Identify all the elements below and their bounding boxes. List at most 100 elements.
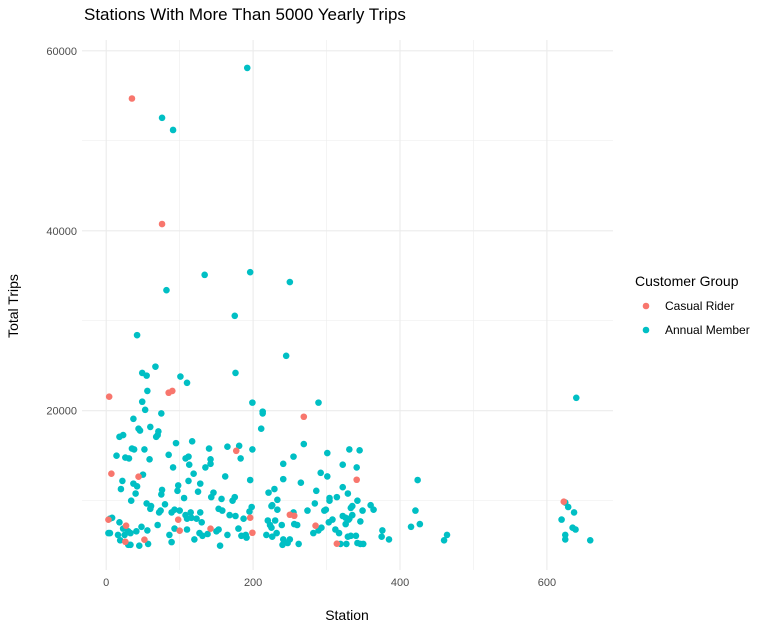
point-annual-member: [246, 268, 254, 276]
legend-key-annual-member: [642, 326, 650, 334]
point-annual-member: [343, 540, 350, 548]
point-annual-member: [155, 509, 163, 516]
point-annual-member: [117, 485, 125, 493]
point-annual-member: [440, 537, 448, 544]
point-annual-member: [232, 369, 239, 377]
point-annual-member: [271, 517, 279, 524]
point-annual-member: [339, 461, 347, 469]
point-casual-rider: [560, 498, 568, 506]
point-annual-member: [324, 473, 331, 480]
point-annual-member: [174, 487, 181, 495]
point-annual-member: [185, 477, 192, 485]
point-annual-member: [218, 507, 226, 514]
gridlines: [82, 40, 613, 570]
point-casual-rider: [246, 514, 254, 522]
point-annual-member: [177, 373, 184, 380]
point-annual-member: [558, 516, 565, 523]
data-points: [105, 64, 594, 550]
point-annual-member: [315, 399, 322, 406]
point-annual-member: [443, 531, 451, 539]
point-annual-member: [116, 537, 124, 544]
point-annual-member: [317, 469, 324, 477]
point-annual-member: [279, 460, 287, 468]
point-annual-member: [221, 473, 229, 480]
point-casual-rider: [128, 95, 136, 102]
point-annual-member: [199, 532, 206, 540]
point-annual-member: [278, 521, 286, 529]
point-annual-member: [166, 531, 173, 539]
point-casual-rider: [105, 393, 113, 400]
point-annual-member: [185, 461, 193, 469]
x-tick-label: 400: [391, 577, 409, 589]
point-annual-member: [163, 286, 170, 294]
point-annual-member: [198, 519, 206, 526]
y-tick-label: 40000: [46, 226, 77, 238]
point-casual-rider: [135, 473, 142, 480]
point-casual-rider: [312, 522, 319, 530]
point-annual-member: [407, 523, 415, 531]
point-annual-member: [144, 387, 151, 395]
point-annual-member: [204, 530, 211, 538]
point-annual-member: [263, 531, 270, 539]
chart-title: Stations With More Than 5000 Yearly Trip…: [84, 5, 406, 24]
point-annual-member: [243, 64, 251, 72]
point-annual-member: [133, 528, 140, 535]
point-annual-member: [187, 509, 194, 516]
point-casual-rider: [122, 538, 129, 546]
point-annual-member: [279, 541, 286, 549]
point-annual-member: [194, 488, 202, 496]
point-annual-member: [180, 494, 188, 502]
point-annual-member: [237, 455, 244, 462]
point-casual-rider: [333, 540, 341, 548]
point-annual-member: [357, 518, 364, 525]
legend-label-casual-rider: Casual Rider: [665, 299, 734, 313]
point-annual-member: [347, 504, 355, 512]
point-annual-member: [218, 495, 225, 503]
point-casual-rider: [249, 529, 256, 537]
point-casual-rider: [108, 470, 115, 478]
point-annual-member: [572, 526, 579, 533]
point-annual-member: [196, 480, 204, 487]
point-annual-member: [127, 497, 135, 505]
point-annual-member: [119, 431, 127, 439]
point-annual-member: [201, 271, 208, 279]
point-annual-member: [274, 496, 281, 504]
point-annual-member: [356, 447, 363, 454]
point-annual-member: [293, 521, 301, 529]
point-annual-member: [125, 455, 133, 462]
point-annual-member: [183, 526, 191, 533]
point-annual-member: [190, 470, 197, 478]
point-annual-member: [310, 529, 317, 537]
point-annual-member: [268, 533, 276, 541]
point-annual-member: [188, 438, 196, 445]
point-annual-member: [412, 507, 419, 514]
point-annual-member: [141, 406, 149, 414]
point-annual-member: [158, 491, 165, 498]
point-annual-member: [193, 515, 200, 523]
point-annual-member: [116, 519, 123, 526]
point-annual-member: [232, 512, 239, 520]
point-annual-member: [133, 331, 141, 339]
point-annual-member: [339, 483, 347, 491]
legend: Customer Group Casual Rider Annual Membe…: [635, 273, 750, 337]
point-annual-member: [207, 493, 215, 501]
point-annual-member: [161, 501, 169, 508]
point-annual-member: [586, 537, 594, 544]
point-annual-member: [273, 529, 280, 537]
point-annual-member: [176, 507, 183, 514]
x-tick-label: 0: [103, 577, 109, 589]
point-annual-member: [174, 482, 182, 489]
point-annual-member: [229, 497, 236, 505]
point-annual-member: [144, 527, 151, 534]
point-annual-member: [333, 493, 341, 501]
point-annual-member: [243, 534, 250, 541]
y-tick-label: 60000: [46, 46, 77, 58]
point-annual-member: [359, 507, 366, 514]
point-annual-member: [141, 446, 148, 453]
point-annual-member: [268, 502, 275, 510]
point-annual-member: [185, 453, 192, 460]
point-annual-member: [335, 529, 343, 537]
point-annual-member: [346, 446, 353, 453]
point-annual-member: [168, 538, 175, 546]
